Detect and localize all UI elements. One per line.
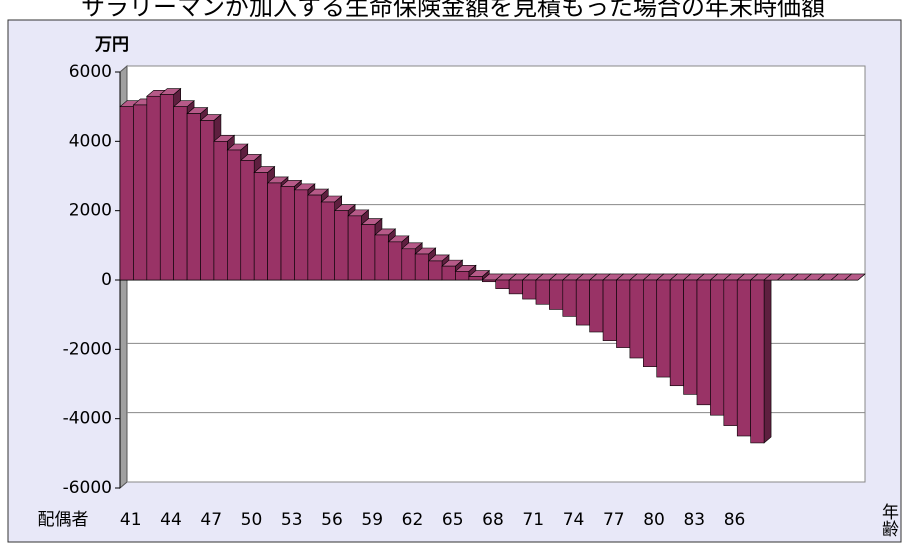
bar <box>495 279 510 289</box>
bar <box>723 279 738 426</box>
bar <box>468 276 483 281</box>
x-tick-label: 65 <box>442 510 464 530</box>
x-tick-label: 56 <box>321 510 343 530</box>
bar <box>750 279 765 444</box>
bar <box>669 279 684 387</box>
bar <box>481 279 497 283</box>
x-tick-label: 83 <box>683 510 705 530</box>
bar <box>575 279 590 326</box>
y-tick-label: 4000 <box>69 131 112 151</box>
bar <box>683 279 698 395</box>
bar <box>361 224 376 281</box>
x-tick-label: 41 <box>120 510 142 530</box>
y-tick-label: -4000 <box>63 409 112 429</box>
bar <box>267 182 282 281</box>
x-tick-label: 59 <box>361 510 383 530</box>
bar <box>227 149 242 281</box>
bar <box>307 194 322 281</box>
x-tick-label: 86 <box>724 510 746 530</box>
bar <box>200 120 215 281</box>
bar <box>159 94 174 281</box>
x-tick-label: 77 <box>603 510 625 530</box>
bar <box>213 141 228 281</box>
bar <box>522 279 537 300</box>
bar <box>589 279 604 333</box>
bar <box>736 279 751 437</box>
bar <box>146 95 161 281</box>
bar <box>388 241 403 281</box>
bar <box>280 186 295 281</box>
bar-top <box>843 273 866 281</box>
x-tick-label: 71 <box>522 510 544 530</box>
bar <box>401 248 416 281</box>
bar <box>602 279 617 341</box>
bar <box>173 106 188 281</box>
bar <box>696 279 711 406</box>
bar <box>334 210 349 281</box>
bar <box>629 279 644 359</box>
x-tick-label: 74 <box>563 510 585 530</box>
x-tick-label: 62 <box>402 510 424 530</box>
y-tick-label: 6000 <box>69 62 112 82</box>
bar <box>347 215 362 281</box>
bar <box>549 279 564 310</box>
x-tick-label: 47 <box>200 510 222 530</box>
bar <box>455 271 470 281</box>
y-tick-label: 2000 <box>69 201 112 221</box>
bar <box>320 201 335 281</box>
bar-side <box>763 273 772 444</box>
x-tick-label: 68 <box>482 510 504 530</box>
y-tick-label: 0 <box>101 270 112 290</box>
y-tick-label: -6000 <box>63 478 112 498</box>
bar <box>616 279 631 348</box>
bar <box>119 106 134 281</box>
bar <box>508 279 523 295</box>
bar <box>428 260 443 281</box>
bar <box>240 160 255 281</box>
y-tick-label: -2000 <box>63 339 112 359</box>
bar <box>294 189 309 281</box>
x-prefix-label: 配偶者 <box>38 510 89 530</box>
bar <box>414 253 429 281</box>
bar <box>535 279 550 305</box>
bar <box>441 265 456 281</box>
bar <box>186 113 201 281</box>
bar <box>710 279 725 416</box>
x-tick-label: 44 <box>160 510 182 530</box>
bar <box>133 104 148 281</box>
bar <box>643 279 658 367</box>
bar <box>374 234 389 281</box>
chart-title: サラリーマンが加入する生命保険金額を見積もった場合の年末時価額 <box>81 0 825 21</box>
bar <box>562 279 577 317</box>
x-tick-label: 50 <box>241 510 263 530</box>
y-axis-label: 万円 <box>94 35 129 55</box>
x-tick-label: 53 <box>281 510 303 530</box>
bar <box>656 279 671 378</box>
x-axis-label: 年齢 <box>878 503 899 537</box>
bar <box>253 172 268 281</box>
x-tick-label: 80 <box>643 510 665 530</box>
